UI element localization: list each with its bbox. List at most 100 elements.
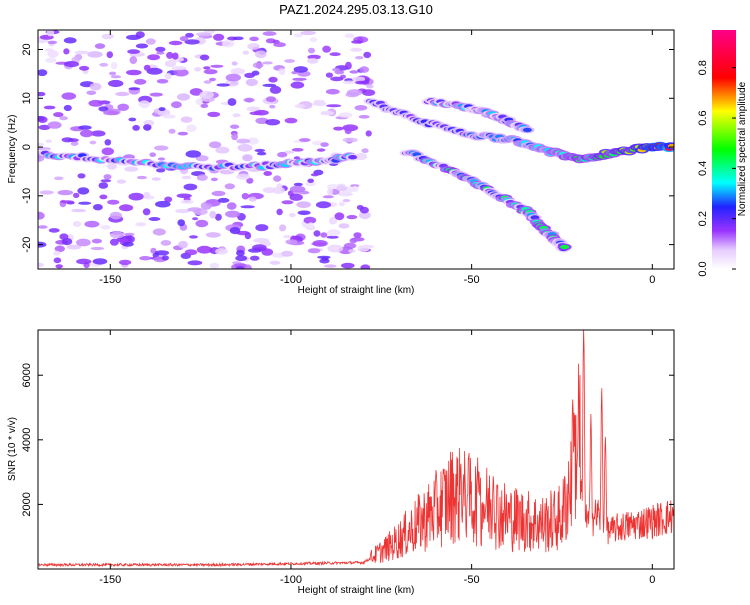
- heatmap-noise-cell: [106, 51, 114, 59]
- heatmap-noise-cell: [186, 124, 197, 132]
- heatmap-noise-cell: [265, 96, 277, 103]
- heatmap-noise-cell: [77, 187, 90, 195]
- snr-panel: -150 -100 -50 0 2000 4000 6000 Height of stra…: [7, 329, 675, 596]
- heatmap-noise-cell: [284, 117, 298, 124]
- heatmap-noise-cell: [156, 51, 165, 55]
- heatmap-noise-cell: [192, 217, 199, 221]
- heatmap-noise-cell: [299, 138, 311, 142]
- heatmap-noise-cell: [98, 106, 109, 112]
- heatmap-noise-cell: [71, 208, 87, 213]
- heatmap-noise-cell: [279, 224, 287, 232]
- heatmap-noise-cell: [320, 142, 329, 148]
- heatmap-noise-cell: [227, 98, 237, 106]
- heatmap-noise-cell: [64, 61, 79, 68]
- heatmap-noise-cell: [38, 211, 45, 220]
- heatmap-noise-cell: [284, 59, 295, 63]
- snr-x-ticks: -150 -100 -50 0: [99, 330, 655, 586]
- heatmap-noise-cell: [273, 42, 286, 48]
- heatmap-noise-cell: [57, 189, 74, 196]
- heatmap-noise-cell: [350, 47, 363, 52]
- heatmap-noise-cell: [342, 199, 351, 203]
- heatmap-noise-cell: [217, 197, 230, 203]
- heatmap-noise-cell: [209, 77, 216, 82]
- heatmap-noise-cell: [87, 51, 103, 58]
- heatmap-noise-cell: [365, 130, 372, 137]
- heatmap-noise-cell: [178, 240, 188, 249]
- heatmap-noise-cell: [285, 239, 298, 245]
- heatmap-noise-cell: [348, 249, 356, 253]
- heatmap-noise-cell: [242, 154, 253, 162]
- colorbar: 0.0 0.2 0.4 0.6 0.8 Normalized spectral ampl…: [697, 30, 748, 277]
- heatmap-ridge-cell: [560, 244, 570, 250]
- heatmap-noise-cell: [330, 76, 344, 82]
- heatmap-noise-cell: [47, 121, 62, 129]
- heatmap-noise-cell: [359, 211, 371, 220]
- heatmap-noise-cell: [101, 33, 114, 40]
- heatmap-noise-cell: [172, 52, 179, 60]
- heatmap-noise-cell: [200, 103, 209, 108]
- heatmap-ridge-cell: [668, 143, 674, 149]
- heatmap-noise-cell: [61, 238, 73, 246]
- heatmap-noise-cell: [225, 73, 241, 82]
- heatmap-noise-cell: [180, 116, 193, 123]
- heatmap-noise-cell: [135, 31, 145, 39]
- heatmap-noise-cell: [268, 76, 278, 83]
- heatmap-noise-cell: [73, 192, 80, 198]
- heatmap-noise-cell: [241, 192, 249, 200]
- heatmap-noise-cell: [53, 250, 61, 256]
- heatmap-noise-cell: [222, 39, 235, 48]
- heatmap-noise-cell: [173, 68, 189, 77]
- heatmap-noise-cell: [38, 225, 48, 229]
- heatmap-noise-cell: [236, 173, 251, 180]
- heatmap-noise-cell: [326, 104, 342, 108]
- heatmap-noise-cell: [45, 139, 52, 143]
- heatmap-noise-cell: [269, 260, 281, 265]
- heatmap-noise-cell: [344, 33, 355, 39]
- heatmap-noise-cell: [38, 147, 51, 151]
- heatmap-noise-cell: [38, 142, 44, 147]
- heatmap-noise-cell: [325, 88, 340, 95]
- heatmap-noise-cell: [122, 241, 134, 247]
- heatmap-noise-cell: [166, 51, 174, 59]
- heatmap-noise-cell: [63, 37, 77, 44]
- snr-frame: [37, 329, 675, 570]
- heatmap-noise-cell: [104, 139, 112, 146]
- heatmap-noise-cell: [216, 83, 230, 87]
- heatmap-noise-cell: [126, 69, 142, 76]
- heatmap-noise-cell: [312, 140, 323, 146]
- heatmap-noise-cell: [252, 62, 264, 69]
- heatmap-noise-cell: [351, 186, 359, 192]
- heatmap-noise-cell: [138, 100, 150, 109]
- heatmap-noise-cell: [249, 255, 260, 261]
- heatmap-noise-cell: [185, 32, 194, 38]
- heatmap-noise-cell: [124, 232, 135, 236]
- heatmap-noise-cell: [240, 205, 255, 209]
- heatmap-noise-cell: [278, 68, 286, 75]
- heatmap-noise-cell: [45, 48, 54, 52]
- snr-y-ticks: 2000 4000 6000: [21, 363, 674, 517]
- heatmap-noise-cell: [294, 104, 306, 109]
- heatmap-noise-cell: [101, 147, 115, 156]
- y-tick-label: 10: [21, 92, 33, 104]
- spectrogram-frame: [37, 29, 675, 270]
- heatmap-noise-cell: [189, 88, 203, 96]
- heatmap-noise-cell: [293, 33, 303, 38]
- heatmap-noise-cell: [289, 185, 306, 193]
- heatmap-noise-cell: [213, 33, 225, 41]
- heatmap-noise-cell: [366, 84, 374, 89]
- heatmap-noise-cell: [292, 77, 307, 81]
- heatmap-noise-cell: [289, 213, 296, 218]
- heatmap-noise-cell: [289, 193, 303, 201]
- heatmap-noise-cell: [231, 132, 239, 141]
- heatmap-noise-cell: [181, 175, 192, 180]
- heatmap-ridge-cell: [348, 155, 358, 160]
- heatmap-noise-cell: [147, 54, 161, 61]
- heatmap-noise-cell: [154, 250, 170, 256]
- heatmap-noise-cell: [254, 148, 266, 153]
- heatmap-noise-cell: [135, 43, 149, 49]
- heatmap-noise-cell: [84, 220, 100, 228]
- colorbar-tick-label: 0.6: [697, 110, 709, 125]
- heatmap-noise-cell: [281, 200, 294, 205]
